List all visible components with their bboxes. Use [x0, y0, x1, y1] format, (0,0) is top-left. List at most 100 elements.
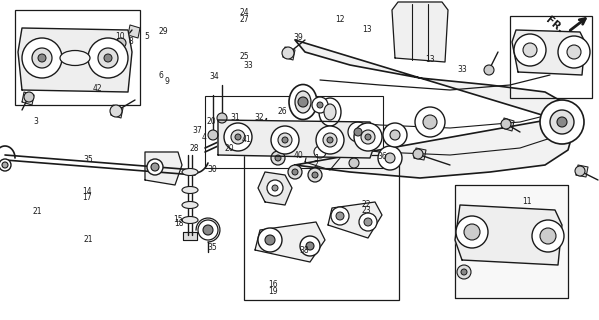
- Circle shape: [110, 105, 122, 117]
- Ellipse shape: [289, 84, 317, 119]
- Circle shape: [267, 180, 283, 196]
- Circle shape: [292, 169, 298, 175]
- Circle shape: [224, 123, 252, 151]
- Circle shape: [272, 185, 278, 191]
- Polygon shape: [255, 222, 325, 262]
- Text: 5: 5: [144, 32, 149, 41]
- Text: 20: 20: [206, 117, 216, 126]
- Circle shape: [575, 166, 585, 176]
- Circle shape: [484, 65, 494, 75]
- Circle shape: [364, 218, 372, 226]
- Circle shape: [98, 48, 118, 68]
- Text: 15: 15: [174, 215, 183, 224]
- Text: 16: 16: [268, 280, 277, 289]
- Ellipse shape: [182, 217, 198, 223]
- Text: 4: 4: [201, 133, 206, 142]
- Text: 27: 27: [240, 15, 249, 24]
- Circle shape: [0, 159, 11, 171]
- Ellipse shape: [319, 98, 341, 126]
- Circle shape: [38, 54, 46, 62]
- Polygon shape: [18, 28, 132, 92]
- Circle shape: [385, 153, 395, 163]
- Text: 10: 10: [115, 32, 125, 41]
- Ellipse shape: [182, 187, 198, 194]
- Text: 9: 9: [164, 77, 169, 86]
- Ellipse shape: [324, 104, 336, 120]
- Text: 23: 23: [362, 206, 371, 215]
- Bar: [244, 155, 399, 300]
- Polygon shape: [258, 172, 292, 205]
- Circle shape: [271, 126, 299, 154]
- Bar: [510, 16, 592, 98]
- Circle shape: [282, 137, 288, 143]
- Text: 42: 42: [92, 84, 102, 93]
- Circle shape: [312, 97, 328, 113]
- Circle shape: [390, 130, 400, 140]
- Circle shape: [24, 92, 34, 102]
- Circle shape: [457, 265, 471, 279]
- Circle shape: [265, 235, 275, 245]
- Text: 29: 29: [158, 27, 168, 36]
- Polygon shape: [576, 165, 588, 177]
- Circle shape: [231, 130, 245, 144]
- Circle shape: [550, 110, 574, 134]
- Text: 19: 19: [268, 287, 277, 296]
- Circle shape: [354, 123, 382, 151]
- Polygon shape: [283, 47, 295, 60]
- Polygon shape: [183, 232, 197, 240]
- Text: 26: 26: [278, 107, 288, 116]
- Bar: [205, 96, 383, 168]
- Circle shape: [557, 117, 567, 127]
- Text: 12: 12: [335, 15, 345, 24]
- Text: 6: 6: [158, 71, 163, 80]
- Polygon shape: [392, 2, 448, 62]
- Circle shape: [147, 159, 163, 175]
- Text: 14: 14: [82, 188, 92, 196]
- Text: 22: 22: [362, 200, 371, 209]
- Text: 8: 8: [128, 37, 133, 46]
- Circle shape: [558, 36, 590, 68]
- Circle shape: [208, 130, 218, 140]
- Circle shape: [540, 100, 584, 144]
- Circle shape: [288, 165, 302, 179]
- Circle shape: [282, 47, 294, 59]
- Circle shape: [300, 236, 320, 256]
- Ellipse shape: [182, 202, 198, 209]
- Ellipse shape: [295, 91, 311, 113]
- Text: 25: 25: [240, 52, 249, 60]
- Text: 13: 13: [425, 55, 435, 64]
- Polygon shape: [414, 148, 426, 160]
- Circle shape: [2, 162, 8, 168]
- Polygon shape: [22, 92, 34, 105]
- Circle shape: [298, 97, 308, 107]
- Polygon shape: [145, 152, 182, 185]
- Circle shape: [501, 119, 511, 129]
- Circle shape: [365, 134, 371, 140]
- Text: FR.: FR.: [543, 15, 565, 35]
- Circle shape: [116, 38, 126, 48]
- Text: 18: 18: [174, 220, 183, 228]
- Text: 37: 37: [193, 126, 202, 135]
- Polygon shape: [328, 202, 382, 238]
- Polygon shape: [512, 30, 585, 75]
- Text: 20: 20: [224, 144, 234, 153]
- Polygon shape: [111, 105, 123, 118]
- Circle shape: [306, 242, 314, 250]
- Polygon shape: [218, 120, 378, 158]
- Circle shape: [464, 224, 480, 240]
- Circle shape: [327, 137, 333, 143]
- Circle shape: [151, 163, 159, 171]
- Polygon shape: [502, 118, 514, 131]
- Circle shape: [331, 207, 349, 225]
- Circle shape: [456, 216, 488, 248]
- Text: 39: 39: [294, 33, 303, 42]
- Polygon shape: [295, 40, 575, 178]
- Circle shape: [316, 126, 344, 154]
- Circle shape: [323, 133, 337, 147]
- Text: 31: 31: [230, 113, 240, 122]
- Text: 24: 24: [240, 8, 249, 17]
- Text: 21: 21: [32, 207, 42, 216]
- Text: 3: 3: [34, 117, 38, 126]
- Text: 34: 34: [210, 72, 219, 81]
- Circle shape: [317, 102, 323, 108]
